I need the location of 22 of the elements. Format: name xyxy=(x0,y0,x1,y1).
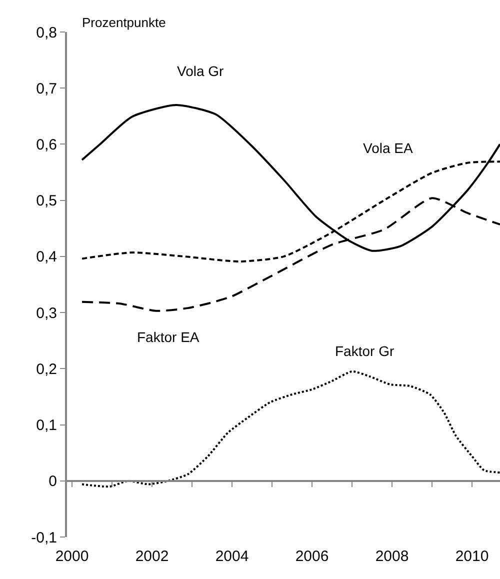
y-axis-title: Prozentpunkte xyxy=(82,15,166,30)
y-tick-label: -0,1 xyxy=(31,529,57,546)
y-tick-label: 0,8 xyxy=(36,24,57,42)
series-label: Faktor Gr xyxy=(335,343,394,359)
y-tick-label: 0,7 xyxy=(36,80,57,98)
x-tick-label: 2002 xyxy=(135,548,169,565)
y-tick-label: 0,2 xyxy=(36,360,57,378)
series-label: Faktor EA xyxy=(137,329,200,345)
y-tick-label: 0 xyxy=(48,473,57,490)
x-tick-label: 2008 xyxy=(375,548,409,565)
y-tick-label: 0,4 xyxy=(36,248,57,266)
x-tick-label: 2006 xyxy=(295,548,329,565)
series-label: Vola EA xyxy=(363,140,414,156)
line-series xyxy=(81,370,500,488)
y-tick-label: 0,3 xyxy=(36,304,57,322)
y-tick-label: 0,1 xyxy=(36,417,57,434)
x-tick-label: 2010 xyxy=(455,548,489,565)
y-tick-label: 0,5 xyxy=(36,192,57,210)
x-tick-label: 2000 xyxy=(55,548,89,565)
x-tick-label: 2004 xyxy=(215,548,249,565)
y-tick-label: 0,6 xyxy=(36,136,57,154)
series-label: Vola Gr xyxy=(177,63,224,79)
